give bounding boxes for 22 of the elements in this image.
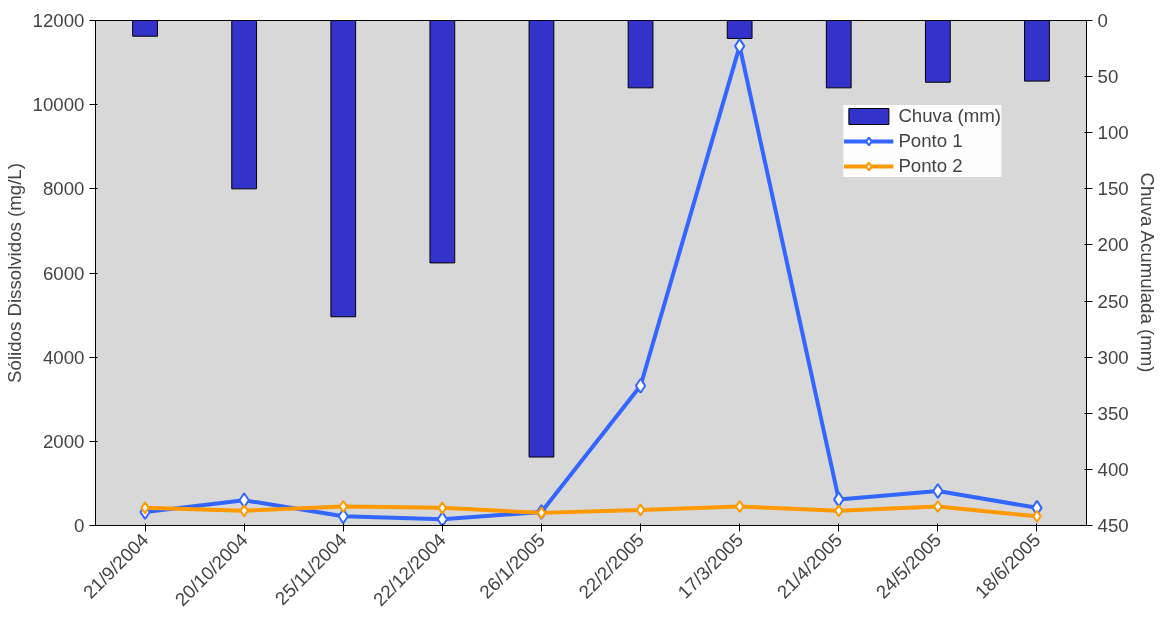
y-axis-title: Sólidos Dissolvidos (mg/L) bbox=[3, 163, 25, 383]
y2-tick-label: 350 bbox=[1097, 402, 1129, 424]
y2-tick-label: 250 bbox=[1097, 290, 1129, 312]
legend-label: Chuva (mm) bbox=[898, 105, 1001, 127]
y2-tick-label: 100 bbox=[1097, 122, 1129, 144]
legend-label: Ponto 1 bbox=[898, 130, 963, 152]
y2-tick-label: 400 bbox=[1097, 458, 1129, 480]
y2-axis-title: Chuva Acumulada (mm) bbox=[1136, 172, 1158, 373]
y-tick-label: 0 bbox=[74, 515, 85, 536]
y2-tick-label: 50 bbox=[1097, 66, 1119, 88]
y2-tick-label: 150 bbox=[1097, 178, 1129, 200]
y2-tick-label: 300 bbox=[1097, 346, 1129, 368]
y2-tick-label: 450 bbox=[1097, 515, 1129, 536]
y-tick-label: 8000 bbox=[43, 178, 85, 200]
y-tick-label: 4000 bbox=[43, 346, 85, 368]
y2-tick-label: 0 bbox=[1097, 10, 1108, 31]
y2-tick-label: 200 bbox=[1097, 234, 1129, 256]
y-tick-label: 10000 bbox=[32, 94, 85, 116]
y-tick-label: 6000 bbox=[43, 262, 85, 284]
y-tick-label: 2000 bbox=[43, 430, 85, 452]
y-tick-label: 12000 bbox=[32, 10, 85, 31]
legend-label: Ponto 2 bbox=[898, 155, 963, 177]
